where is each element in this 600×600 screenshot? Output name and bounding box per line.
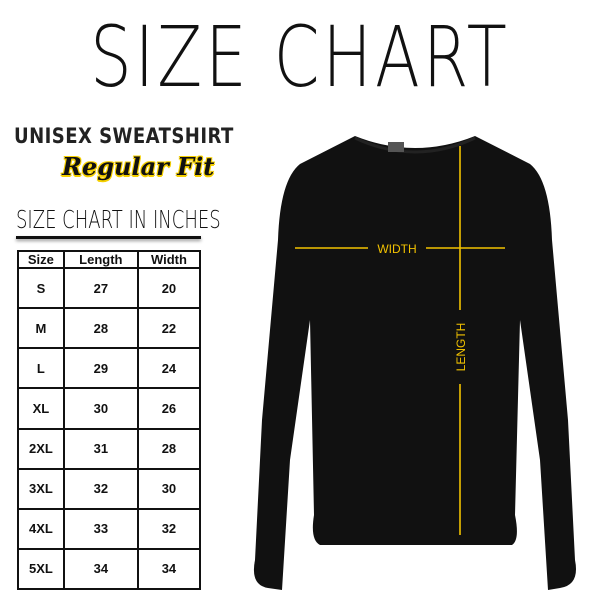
cell-size: XL: [17, 387, 65, 430]
cell-length: 30: [62, 387, 139, 430]
header-length: Length: [62, 250, 139, 269]
cell-length: 31: [62, 427, 139, 470]
length-label: LENGTH: [454, 323, 468, 372]
header-width: Width: [136, 250, 202, 269]
size-table: Size Length Width S 27 20 M 28 22 L 29 24 XL 30 26 2…: [17, 250, 202, 591]
table-row: S 27 20: [17, 266, 202, 310]
table-row: XL 30 26: [17, 387, 202, 430]
table-header-row: Size Length Width: [17, 250, 202, 269]
cell-width: 32: [136, 507, 202, 550]
cell-size: 4XL: [17, 507, 65, 550]
collar: [354, 136, 476, 154]
table-row: 5XL 34 34: [17, 547, 202, 591]
table-row: 3XL 32 30: [17, 467, 202, 510]
cell-length: 33: [62, 507, 139, 550]
sweatshirt-illustration: WIDTH LENGTH: [253, 136, 577, 590]
cell-length: 29: [62, 347, 139, 390]
table-row: L 29 24: [17, 347, 202, 390]
cell-size: S: [17, 266, 65, 310]
cell-length: 34: [62, 547, 139, 591]
table-row: 2XL 31 28: [17, 427, 202, 470]
title-underline: [16, 236, 201, 239]
cell-size: 3XL: [17, 467, 65, 510]
cell-width: 20: [136, 266, 202, 310]
product-name: UNISEX SWEATSHIRT: [14, 124, 234, 148]
cell-width: 28: [136, 427, 202, 470]
width-label: WIDTH: [377, 242, 416, 256]
cell-size: 2XL: [17, 427, 65, 470]
cell-width: 30: [136, 467, 202, 510]
cell-width: 26: [136, 387, 202, 430]
table-title: SIZE CHART IN INCHES: [16, 205, 221, 234]
cell-size: M: [17, 307, 65, 350]
neck-label: [388, 142, 404, 152]
fit-label: Regular Fit: [62, 152, 215, 181]
header-size: Size: [17, 250, 65, 269]
cell-width: 34: [136, 547, 202, 591]
cell-width: 24: [136, 347, 202, 390]
sweatshirt-body: [253, 136, 577, 590]
table-row: M 28 22: [17, 307, 202, 350]
cell-length: 28: [62, 307, 139, 350]
cell-length: 27: [62, 266, 139, 310]
page-title: SIZE CHART: [90, 8, 510, 106]
cell-width: 22: [136, 307, 202, 350]
cell-size: 5XL: [17, 547, 65, 591]
cell-length: 32: [62, 467, 139, 510]
table-row: 4XL 33 32: [17, 507, 202, 550]
cell-size: L: [17, 347, 65, 390]
